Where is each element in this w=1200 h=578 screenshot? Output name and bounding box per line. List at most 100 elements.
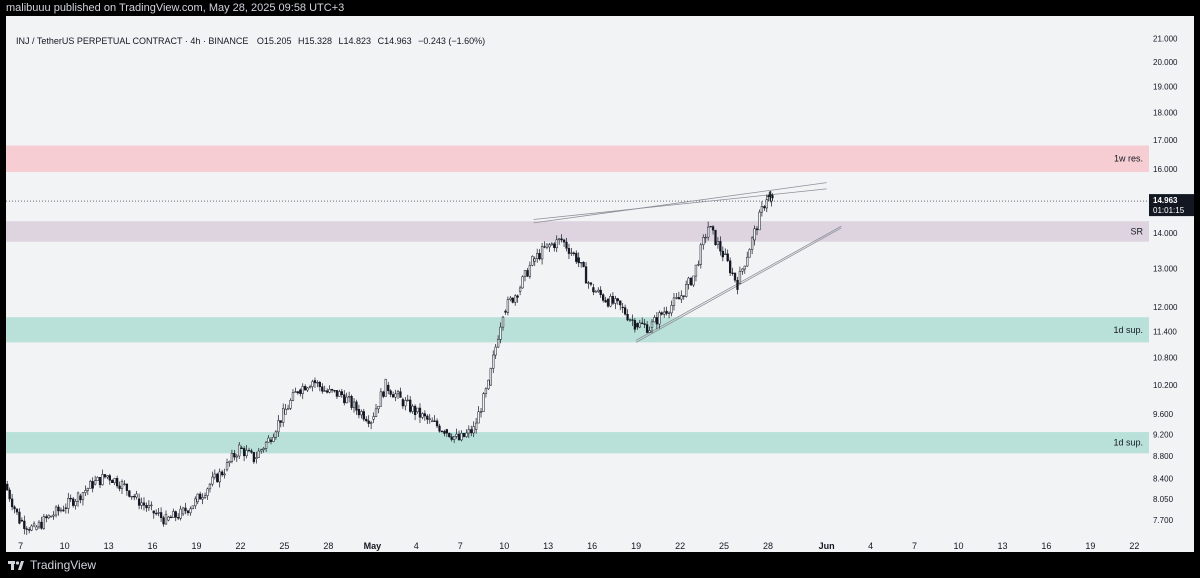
candle-body bbox=[252, 452, 256, 463]
candle-body bbox=[455, 433, 458, 437]
candle-body bbox=[23, 520, 26, 529]
candle bbox=[494, 343, 497, 359]
candle-body bbox=[558, 238, 561, 241]
candle-body bbox=[540, 246, 544, 260]
candle bbox=[191, 505, 194, 510]
candle bbox=[335, 390, 339, 400]
candle bbox=[240, 445, 243, 449]
candle-body bbox=[645, 324, 649, 333]
candle-body bbox=[726, 253, 729, 262]
candle bbox=[421, 412, 424, 420]
candle bbox=[133, 494, 136, 501]
candle bbox=[326, 388, 329, 394]
zone-label-0: 1w res. bbox=[1114, 154, 1143, 164]
candle bbox=[655, 312, 659, 330]
candle-body bbox=[521, 276, 524, 289]
candle-body bbox=[113, 478, 116, 483]
x-tick-label-20: 7 bbox=[912, 541, 917, 551]
candle bbox=[682, 295, 685, 300]
candle bbox=[255, 451, 258, 464]
candle bbox=[384, 378, 387, 397]
candle-body bbox=[575, 252, 578, 262]
x-tick-label-25: 22 bbox=[1129, 541, 1139, 551]
candle bbox=[699, 242, 702, 269]
candle bbox=[555, 235, 558, 253]
candle bbox=[675, 293, 678, 300]
zone-resistance-0 bbox=[6, 145, 1149, 172]
candle-body bbox=[54, 506, 58, 516]
candle-body bbox=[450, 436, 453, 440]
candle-body bbox=[685, 283, 688, 297]
candle-body bbox=[352, 401, 356, 408]
candle-body bbox=[103, 474, 107, 478]
candle bbox=[445, 428, 448, 438]
candle-body bbox=[30, 525, 33, 531]
candle-body bbox=[736, 279, 739, 290]
candle bbox=[372, 412, 375, 423]
candle-body bbox=[262, 448, 265, 450]
candle bbox=[619, 300, 622, 311]
candle bbox=[250, 448, 253, 454]
candle bbox=[184, 502, 187, 515]
candle-body bbox=[311, 381, 314, 387]
price-chart[interactable]: 1w res. SR 1d sup. 1d sup. 7 10 13 16 19 22 25 28 Ma… bbox=[6, 16, 1149, 552]
candle bbox=[218, 468, 221, 488]
candle bbox=[577, 252, 580, 268]
candle bbox=[69, 494, 72, 503]
candle bbox=[633, 318, 637, 333]
candle bbox=[279, 420, 282, 428]
publish-line: malibuuu published on TradingView.com, M… bbox=[6, 2, 345, 14]
price-axis[interactable]: 21.00020.00019.00018.00017.00016.00015.0… bbox=[1149, 16, 1194, 552]
candle bbox=[120, 479, 124, 495]
candle-body bbox=[196, 493, 199, 503]
candle-body bbox=[555, 239, 558, 249]
candle bbox=[365, 416, 368, 423]
x-tick-label-3: 16 bbox=[148, 541, 158, 551]
candle bbox=[448, 432, 451, 438]
candle-body bbox=[716, 241, 720, 245]
candle bbox=[313, 377, 317, 389]
candle bbox=[711, 225, 715, 235]
candle bbox=[516, 294, 519, 303]
candle-body bbox=[18, 511, 21, 524]
candle bbox=[643, 318, 646, 329]
candle-body bbox=[594, 291, 597, 293]
chart-pane[interactable]: 1w res. SR 1d sup. 1d sup. 7 10 13 16 19 22 25 28 Ma… bbox=[6, 16, 1149, 552]
candle bbox=[672, 293, 676, 311]
candle-body bbox=[140, 502, 143, 506]
candle bbox=[526, 268, 529, 277]
candle-body bbox=[111, 479, 114, 483]
candle bbox=[328, 385, 331, 394]
candle-body bbox=[345, 396, 348, 404]
candle bbox=[123, 480, 126, 486]
candle-body bbox=[25, 528, 28, 530]
candle-body bbox=[377, 406, 380, 410]
candle-body bbox=[135, 493, 138, 498]
candle bbox=[42, 513, 46, 530]
candle bbox=[433, 415, 436, 422]
candle bbox=[152, 510, 155, 519]
candle bbox=[631, 314, 634, 327]
candle-body bbox=[130, 495, 133, 498]
candle-body bbox=[470, 429, 473, 434]
candle bbox=[225, 458, 229, 472]
candle-body bbox=[633, 320, 637, 330]
candle bbox=[575, 250, 578, 265]
candle-body bbox=[45, 516, 48, 519]
candle bbox=[91, 477, 94, 493]
candle bbox=[345, 392, 348, 404]
candle-body bbox=[587, 282, 590, 284]
candle bbox=[333, 389, 336, 393]
candle-body bbox=[335, 390, 339, 397]
candle bbox=[137, 493, 141, 510]
candle-body bbox=[514, 295, 517, 303]
candle bbox=[467, 425, 470, 439]
candle bbox=[347, 391, 351, 403]
candle-body bbox=[72, 498, 75, 506]
candle-body bbox=[672, 297, 676, 306]
candle-body bbox=[431, 420, 434, 423]
y-tick-label-13: 10.200 bbox=[1153, 381, 1178, 390]
candle bbox=[130, 495, 133, 500]
candle bbox=[472, 421, 475, 438]
